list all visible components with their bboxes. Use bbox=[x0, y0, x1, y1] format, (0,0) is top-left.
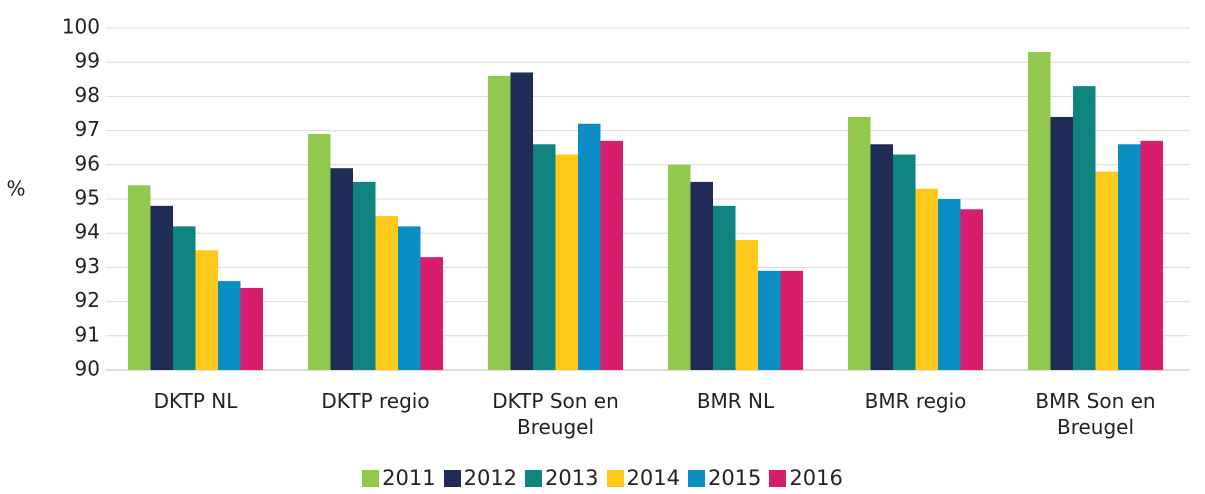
bar bbox=[600, 140, 623, 370]
legend-label: 2012 bbox=[463, 466, 518, 490]
y-tick-label: 95 bbox=[75, 186, 100, 210]
bar bbox=[308, 134, 331, 370]
x-tick-label: DKTP NL bbox=[153, 389, 238, 413]
y-tick-label: 97 bbox=[75, 117, 100, 141]
legend-label: 2015 bbox=[707, 466, 762, 490]
legend-swatch bbox=[362, 469, 380, 487]
y-tick-label: 91 bbox=[75, 322, 100, 346]
legend-label: 2014 bbox=[626, 466, 680, 490]
bar bbox=[420, 257, 443, 370]
bar bbox=[578, 123, 601, 370]
bar bbox=[690, 181, 713, 370]
legend-label: 2016 bbox=[789, 466, 843, 490]
bar bbox=[915, 188, 938, 370]
y-tick-label: 100 bbox=[62, 15, 100, 39]
bar bbox=[1140, 140, 1163, 370]
legend-item: 2012 bbox=[443, 466, 518, 490]
legend-item: 2013 bbox=[525, 466, 599, 490]
x-tick-label: DKTP Son en Breugel bbox=[492, 389, 619, 439]
bar bbox=[1050, 116, 1073, 370]
legend-swatch bbox=[687, 469, 705, 487]
bar bbox=[1118, 144, 1141, 370]
bar bbox=[533, 144, 556, 370]
y-axis-label: % bbox=[6, 177, 25, 201]
bar bbox=[240, 287, 263, 370]
y-tick-label: 98 bbox=[75, 83, 100, 107]
bar bbox=[173, 226, 196, 370]
legend-swatch bbox=[443, 469, 461, 487]
legend-label: 2011 bbox=[382, 466, 436, 490]
x-tick-label: BMR regio bbox=[864, 389, 967, 413]
legend-item: 2016 bbox=[769, 466, 843, 490]
legend-item: 2011 bbox=[362, 466, 436, 490]
bar bbox=[488, 75, 511, 370]
x-tick-label: BMR NL bbox=[696, 389, 775, 413]
bar bbox=[713, 205, 736, 370]
legend-label: 2013 bbox=[545, 466, 599, 490]
legend: 2011 2012 2013 2014 2015 2016 bbox=[0, 466, 1205, 490]
bar bbox=[218, 281, 241, 370]
bar bbox=[555, 154, 578, 370]
bar bbox=[128, 185, 151, 370]
bar bbox=[960, 209, 983, 370]
legend-item: 2014 bbox=[606, 466, 680, 490]
y-tick-label: 96 bbox=[75, 151, 100, 175]
bar bbox=[870, 144, 893, 370]
x-tick-label: DKTP regio bbox=[321, 389, 430, 413]
bar bbox=[195, 250, 218, 370]
bar bbox=[1073, 86, 1096, 370]
legend-item: 2015 bbox=[687, 466, 762, 490]
bar bbox=[375, 216, 398, 370]
bar bbox=[758, 270, 781, 370]
y-tick-label: 93 bbox=[75, 254, 100, 278]
bar bbox=[1028, 51, 1051, 370]
legend-swatch bbox=[606, 469, 624, 487]
bar bbox=[510, 72, 533, 371]
legend-swatch bbox=[769, 469, 787, 487]
bar bbox=[1095, 171, 1118, 370]
legend-swatch bbox=[525, 469, 543, 487]
bar bbox=[848, 116, 871, 370]
bar bbox=[398, 226, 421, 370]
bar bbox=[353, 181, 376, 370]
bar bbox=[150, 205, 173, 370]
bar bbox=[780, 270, 803, 370]
y-tick-label: 94 bbox=[75, 220, 100, 244]
bar bbox=[938, 199, 961, 370]
y-tick-label: 92 bbox=[75, 288, 100, 312]
y-tick-label: 99 bbox=[75, 49, 100, 73]
y-tick-label: 90 bbox=[75, 357, 100, 381]
bar bbox=[893, 154, 916, 370]
x-tick-label: BMR Son en Breugel bbox=[1035, 389, 1156, 439]
bar bbox=[668, 164, 691, 370]
bar bbox=[330, 168, 353, 370]
bar bbox=[735, 240, 758, 370]
